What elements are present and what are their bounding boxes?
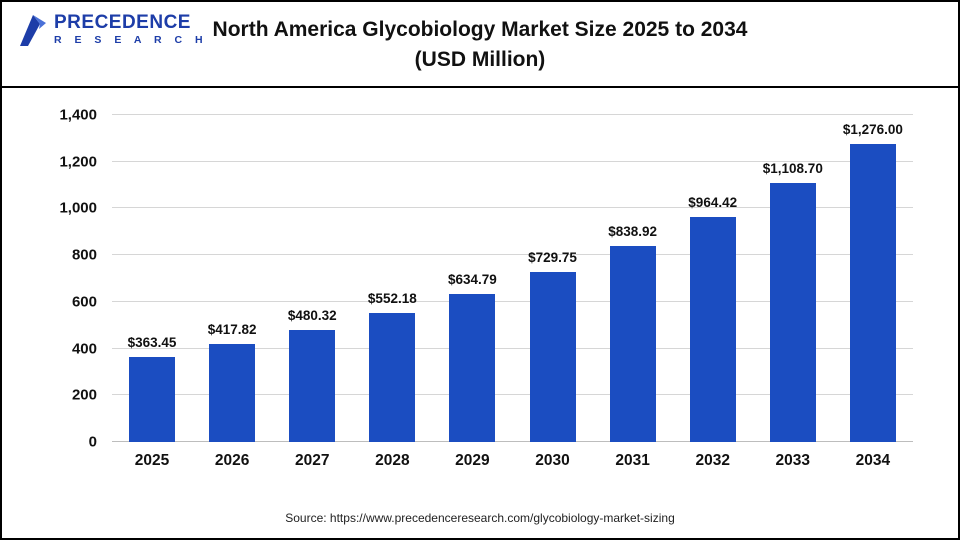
bar-value-label: $1,276.00 <box>842 121 903 137</box>
bar <box>369 313 416 442</box>
precedence-logo: PRECEDENCE R E S E A R C H <box>18 12 208 52</box>
x-tick-label: 2034 <box>855 452 891 469</box>
x-tick-label: 2030 <box>535 452 570 469</box>
bar-column: $634.79 <box>432 115 512 442</box>
chart-title: North America Glycobiology Market Size 2… <box>212 18 748 42</box>
gridline <box>112 207 913 209</box>
gridline <box>112 300 913 302</box>
bar-column: $417.82 <box>192 115 272 442</box>
plot-area: 0 200 400 600 800 1,000 1,200 1,400 $363.45 $417.… <box>59 107 913 451</box>
bar-value-label: $552.18 <box>367 291 417 307</box>
gridline <box>112 441 913 442</box>
bar-value-label: $1,108.70 <box>762 161 823 177</box>
bar-column: $838.92 <box>593 115 673 442</box>
bar <box>209 344 256 442</box>
bar-value-label: $729.75 <box>528 249 577 265</box>
title-block: North America Glycobiology Market Size 2… <box>93 15 868 73</box>
bar <box>289 329 336 442</box>
bar <box>449 293 496 442</box>
y-tick-label: 600 <box>71 293 97 311</box>
bars-container: $363.45 $417.82 $480.32 $552.18 $634.79 $729.… <box>112 115 913 442</box>
bar-column: $964.42 <box>673 115 753 442</box>
gridline <box>112 347 913 349</box>
y-tick-label: 800 <box>71 246 97 264</box>
header: PRECEDENCE R E S E A R C H North America… <box>2 2 958 88</box>
bar-column: $552.18 <box>352 115 432 442</box>
x-tick-label: 2025 <box>134 452 170 469</box>
bar-column: $729.75 <box>513 115 593 442</box>
y-tick-label: 1,000 <box>59 199 97 217</box>
bar <box>849 143 896 442</box>
bar-value-label: $480.32 <box>287 307 337 323</box>
bar-column: $480.32 <box>272 115 352 442</box>
x-tick-label: 2028 <box>375 452 410 469</box>
bar-value-label: $634.79 <box>448 271 497 287</box>
gridline <box>112 114 913 115</box>
x-tick-label: 2029 <box>455 452 490 469</box>
bar-value-label: $838.92 <box>608 224 658 240</box>
gridline <box>112 254 913 256</box>
y-tick-label: 1,200 <box>59 153 97 171</box>
precedence-logo-text: PRECEDENCE R E S E A R C H <box>54 12 208 48</box>
x-tick-label: 2027 <box>294 452 330 469</box>
bar <box>689 216 736 442</box>
y-tick-label: 400 <box>71 340 97 358</box>
bar <box>769 183 816 442</box>
y-tick-label: 1,400 <box>59 106 97 124</box>
source-text: Source: https://www.precedenceresearch.c… <box>285 511 675 525</box>
bar <box>609 246 656 442</box>
gridline <box>112 394 913 396</box>
x-tick-label: 2033 <box>775 452 811 469</box>
x-tick-label: 2026 <box>214 452 250 469</box>
bar <box>529 271 576 442</box>
logo-text-precedence: PRECEDENCE <box>54 12 191 33</box>
bar-column: $363.45 <box>112 115 192 442</box>
bar-column: $1,108.70 <box>753 115 833 442</box>
x-tick-label: 2031 <box>615 452 650 469</box>
chart-subtitle: (USD Million) <box>414 47 546 71</box>
bar-value-label: $964.42 <box>688 194 738 210</box>
bar-value-label: $363.45 <box>127 335 177 351</box>
y-tick-label: 200 <box>71 386 97 404</box>
precedence-logo-icon <box>18 13 48 52</box>
bar-value-label: $417.82 <box>207 322 257 338</box>
x-axis-labels: 2025 2026 2027 2028 2029 2030 2031 2032 2033 2034 <box>112 452 913 470</box>
bar <box>129 357 176 442</box>
y-tick-label: 0 <box>88 433 97 451</box>
logo-text-research: R E S E A R C H <box>54 33 208 46</box>
bar-column: $1,276.00 <box>833 115 913 442</box>
gridline <box>112 160 913 162</box>
x-tick-label: 2032 <box>695 452 730 469</box>
